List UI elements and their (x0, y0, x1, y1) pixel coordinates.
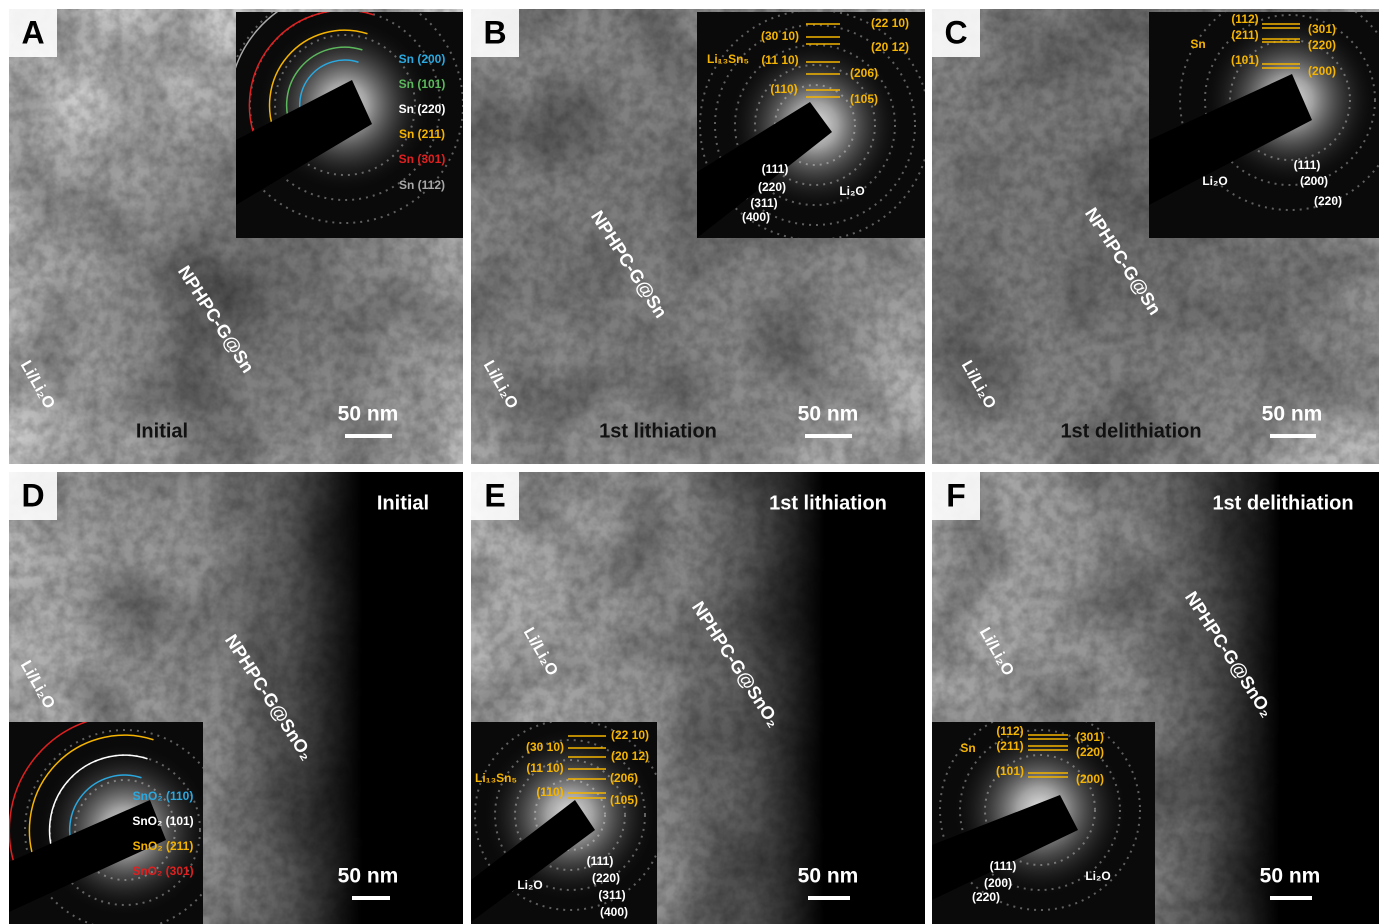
panel-letter: F (946, 477, 966, 513)
panel: (112) (301) Sn (211) (220) (101) (200) (111) Li₂… (932, 472, 1379, 924)
condition-label: 1st lithiation (769, 492, 887, 514)
diffraction-label: (112) (996, 724, 1023, 738)
diffraction-label: (220) (1308, 38, 1336, 52)
diffraction-label: (311) (750, 196, 777, 210)
scale-label: 50 nm (338, 403, 399, 426)
diffraction-label: SnO₂ (101) (132, 814, 193, 828)
condition-label: 1st delithiation (1060, 420, 1201, 442)
diffraction-label: (101) (1231, 53, 1259, 67)
diffraction-label: (111) (1294, 158, 1321, 172)
diffraction-label: (200) (984, 876, 1012, 890)
diffraction-label: (301) (1076, 730, 1104, 744)
diffraction-label: Sn (301) (399, 152, 446, 166)
diffraction-label: Sn (960, 741, 975, 755)
diffraction-label: (30 10) (526, 740, 564, 754)
diffraction-label: Li₂O (517, 878, 542, 892)
diffraction-label: Sn (101) (399, 77, 446, 91)
scale-label: 50 nm (798, 403, 859, 426)
scale-label: 50 nm (1262, 403, 1323, 426)
diffraction-label: (111) (587, 854, 614, 868)
diffraction-label: Sn (200) (399, 52, 446, 66)
diffraction-label: (110) (770, 82, 797, 96)
saed-inset: (22 10) (30 10) (20 12) Li₁₃Sn₅ (11 10) (206)… (471, 720, 665, 924)
diffraction-label: (301) (1308, 22, 1336, 36)
diffraction-label: (110) (536, 785, 563, 799)
diffraction-label: (105) (850, 92, 878, 106)
condition-label: Initial (377, 492, 429, 514)
diffraction-label: Li₂O (1085, 869, 1110, 883)
diffraction-label: (200) (1308, 64, 1336, 78)
diffraction-label: Li₂O (1202, 174, 1227, 188)
panel-letter: A (21, 14, 44, 50)
diffraction-label: (220) (972, 890, 1000, 904)
scale-label: 50 nm (1260, 865, 1321, 888)
panel: SnO₂ (110) SnO₂ (101) SnO₂ (211) SnO₂ (301)… (9, 472, 463, 924)
diffraction-label: (111) (762, 162, 789, 176)
diffraction-label: Sn (1190, 37, 1205, 51)
panel-letter: B (483, 14, 506, 50)
figure: Sn (200) Sn (101) Sn (220) Sn (211) Sn (301)… (0, 0, 1379, 924)
diffraction-label: (111) (990, 859, 1017, 873)
diffraction-label: SnO₂ (211) (133, 839, 194, 853)
saed-inset: Sn (200) Sn (101) Sn (220) Sn (211) Sn (301)… (227, 0, 463, 238)
diffraction-label: (200) (1076, 772, 1104, 786)
diffraction-label: Sn (211) (399, 127, 445, 141)
diffraction-label: (11 10) (761, 53, 798, 67)
diffraction-label: (30 10) (761, 29, 799, 43)
diffraction-label: (400) (600, 905, 628, 919)
saed-inset: (112) (301) Sn (211) (220) (101) (200) (111) Li₂… (932, 710, 1155, 924)
diffraction-label: (220) (1314, 194, 1342, 208)
panel: Sn (200) Sn (101) Sn (220) Sn (211) Sn (301)… (9, 0, 463, 464)
saed-inset: SnO₂ (110) SnO₂ (101) SnO₂ (211) SnO₂ (301) (9, 715, 225, 924)
diffraction-label: (400) (742, 210, 770, 224)
diffraction-label: (211) (996, 739, 1023, 753)
diffraction-label: (101) (996, 764, 1024, 778)
diffraction-label: (220) (592, 871, 620, 885)
diffraction-label: (220) (758, 180, 786, 194)
diffraction-label: (22 10) (611, 728, 649, 742)
saed-inset: (22 10) (30 10) (20 12) Li₁₃Sn₅ (11 10) (206)… (697, 10, 930, 240)
diffraction-label: (220) (1076, 745, 1104, 759)
diffraction-label: Sn (112) (399, 178, 445, 192)
panel-letter: C (944, 14, 967, 50)
diffraction-label: (112) (1231, 12, 1258, 26)
diffraction-label: SnO₂ (110) (133, 789, 194, 803)
diffraction-label: (105) (610, 793, 638, 807)
saed-inset: (112) (301) Sn (211) (220) (101) (200) (111) Li₂… (1149, 0, 1379, 238)
diffraction-label: (20 12) (871, 40, 909, 54)
diffraction-label: (211) (1231, 28, 1258, 42)
panel: (22 10) (30 10) (20 12) Li₁₃Sn₅ (11 10) (206)… (471, 9, 930, 464)
scale-label: 50 nm (338, 865, 399, 888)
condition-label: 1st delithiation (1212, 492, 1353, 514)
diffraction-label: (20 12) (611, 749, 649, 763)
condition-label: 1st lithiation (599, 420, 717, 442)
diffraction-label: (11 10) (526, 761, 563, 775)
diffraction-label: Sn (220) (399, 102, 446, 116)
diffraction-label: (22 10) (871, 16, 909, 30)
scale-label: 50 nm (798, 865, 859, 888)
diffraction-label: Li₁₃Sn₅ (475, 771, 517, 785)
panel-letter: D (21, 477, 44, 513)
panel: (112) (301) Sn (211) (220) (101) (200) (111) Li₂… (932, 0, 1379, 464)
panel-letter: E (484, 477, 505, 513)
diffraction-label: SnO₂ (301) (132, 864, 193, 878)
diffraction-label: (206) (610, 771, 638, 785)
diffraction-label: (200) (1300, 174, 1328, 188)
condition-label: Initial (136, 420, 188, 442)
panel: (22 10) (30 10) (20 12) Li₁₃Sn₅ (11 10) (206)… (471, 472, 925, 924)
diffraction-label: Li₁₃Sn₅ (707, 52, 749, 66)
diffraction-label: Li₂O (839, 184, 864, 198)
diffraction-label: (206) (850, 66, 878, 80)
diffraction-label: (311) (598, 888, 625, 902)
